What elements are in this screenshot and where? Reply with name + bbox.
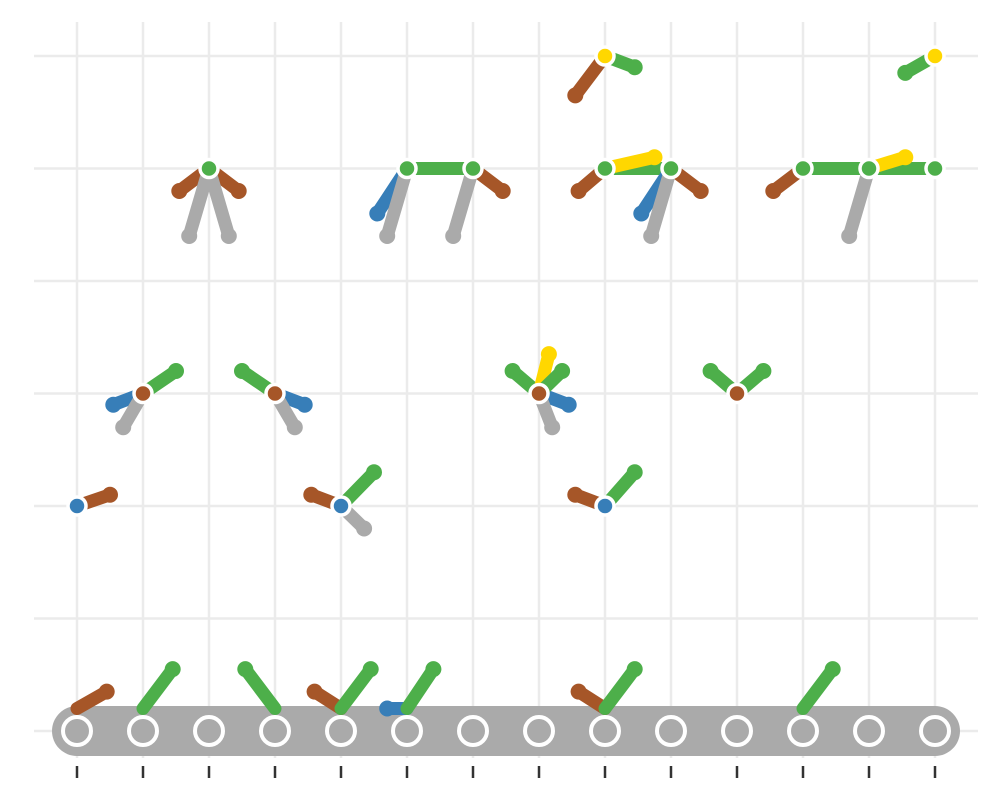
- edge-cap-brown: [171, 183, 188, 199]
- edge-cap-green: [554, 363, 571, 379]
- edge-cap-blue: [379, 700, 396, 717]
- node-green: [198, 157, 220, 180]
- edge-cap-yellow: [646, 149, 663, 166]
- edge-cap-green: [425, 661, 442, 678]
- node-yellow: [594, 45, 616, 67]
- edge-cap-green: [504, 363, 521, 379]
- edge-cap-brown: [570, 183, 587, 199]
- base-node: [61, 715, 93, 747]
- grid-lines: [34, 22, 978, 758]
- edge-cap-brown: [692, 183, 709, 199]
- edge-cap-gray: [643, 228, 660, 244]
- edge-cap-brown: [765, 183, 782, 199]
- edge-cap-blue: [105, 396, 122, 413]
- edge-cap-green: [626, 661, 643, 678]
- edge-cap-green: [824, 661, 841, 678]
- base-track: [52, 706, 960, 756]
- edge-cap-gray: [356, 520, 373, 537]
- node-layer: [66, 45, 946, 517]
- edge-cap-blue: [560, 396, 577, 413]
- edge-green: [598, 662, 642, 715]
- node-blue: [330, 495, 352, 517]
- edge-green: [334, 662, 378, 715]
- node-green: [462, 157, 484, 180]
- edge-cap-green: [237, 661, 254, 678]
- edge-cap-brown: [303, 486, 320, 503]
- edge-cap-green: [897, 64, 914, 81]
- edge-cap-green: [626, 464, 643, 481]
- edge-cap-green: [366, 464, 382, 481]
- edge-cap-blue: [296, 396, 313, 413]
- edge-cap-gray: [544, 419, 561, 436]
- base-node: [325, 715, 357, 747]
- base-node: [391, 715, 423, 747]
- edge-gray: [842, 162, 876, 243]
- edge-cap-green: [702, 363, 719, 379]
- node-green: [594, 157, 616, 180]
- node-yellow: [924, 45, 946, 67]
- base-node: [589, 715, 621, 747]
- node-green: [660, 157, 682, 180]
- node-green: [858, 157, 880, 180]
- node-brown: [132, 382, 154, 405]
- edge-cap-gray: [181, 228, 198, 244]
- base-node: [853, 715, 885, 747]
- node-green: [396, 157, 418, 180]
- base-node: [259, 715, 291, 747]
- edge-cap-brown: [98, 683, 115, 700]
- edge-cap-yellow: [540, 346, 557, 363]
- edge-gray: [380, 162, 414, 243]
- base-node: [523, 715, 555, 747]
- edge-cap-gray: [841, 228, 858, 244]
- edge-cap-brown: [306, 683, 323, 700]
- base-node: [193, 715, 225, 747]
- edge-cap-gray: [379, 228, 396, 244]
- base-node: [655, 715, 687, 747]
- edge-cap-brown: [567, 486, 584, 503]
- node-brown: [726, 382, 748, 405]
- edge-cap-gray: [286, 419, 303, 436]
- edge-cap-gray: [445, 228, 462, 244]
- node-green: [924, 157, 946, 180]
- edge-cap-brown: [230, 183, 247, 199]
- edge-green: [796, 662, 840, 715]
- edge-cap-yellow: [897, 149, 914, 166]
- edge-cap-brown: [102, 486, 118, 503]
- edge-cap-brown: [494, 183, 511, 199]
- edge-cap-green: [626, 59, 643, 76]
- edge-cap-green: [362, 661, 379, 678]
- edge-cap-blue: [369, 205, 386, 222]
- edge-cap-green: [755, 363, 772, 379]
- base-node: [787, 715, 819, 747]
- edge-cap-gray: [220, 228, 237, 244]
- edge-gray: [446, 162, 480, 243]
- node-brown: [528, 382, 550, 405]
- base-node: [127, 715, 159, 747]
- edge-cap-green: [164, 661, 181, 678]
- edge-gray: [644, 162, 678, 243]
- edge-cap-brown: [570, 683, 587, 700]
- edge-cap-blue: [633, 205, 650, 222]
- base-node: [457, 715, 489, 747]
- edge-cap-green: [234, 363, 250, 379]
- edge-cap-brown: [567, 87, 584, 104]
- edge-cap-green: [168, 363, 184, 379]
- x-axis-ticks: [75, 766, 937, 778]
- base-node: [721, 715, 753, 747]
- node-brown: [264, 382, 286, 405]
- edge-gray: [202, 162, 236, 243]
- node-blue: [66, 495, 88, 517]
- node-green: [792, 157, 814, 180]
- edge-green: [136, 662, 180, 715]
- base-node: [919, 715, 951, 747]
- edge-cap-gray: [115, 419, 132, 436]
- edge-green: [238, 662, 282, 715]
- node-blue: [594, 495, 616, 517]
